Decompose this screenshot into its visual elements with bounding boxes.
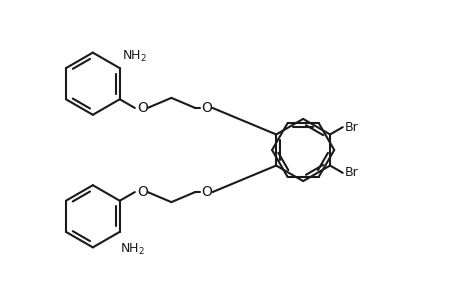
Text: O: O <box>201 185 212 199</box>
Text: Br: Br <box>344 167 358 179</box>
Text: NH$_2$: NH$_2$ <box>119 242 145 257</box>
Text: O: O <box>137 101 148 115</box>
Text: O: O <box>137 185 148 199</box>
Text: NH$_2$: NH$_2$ <box>122 49 147 64</box>
Text: Br: Br <box>344 121 358 134</box>
Text: O: O <box>201 101 212 115</box>
